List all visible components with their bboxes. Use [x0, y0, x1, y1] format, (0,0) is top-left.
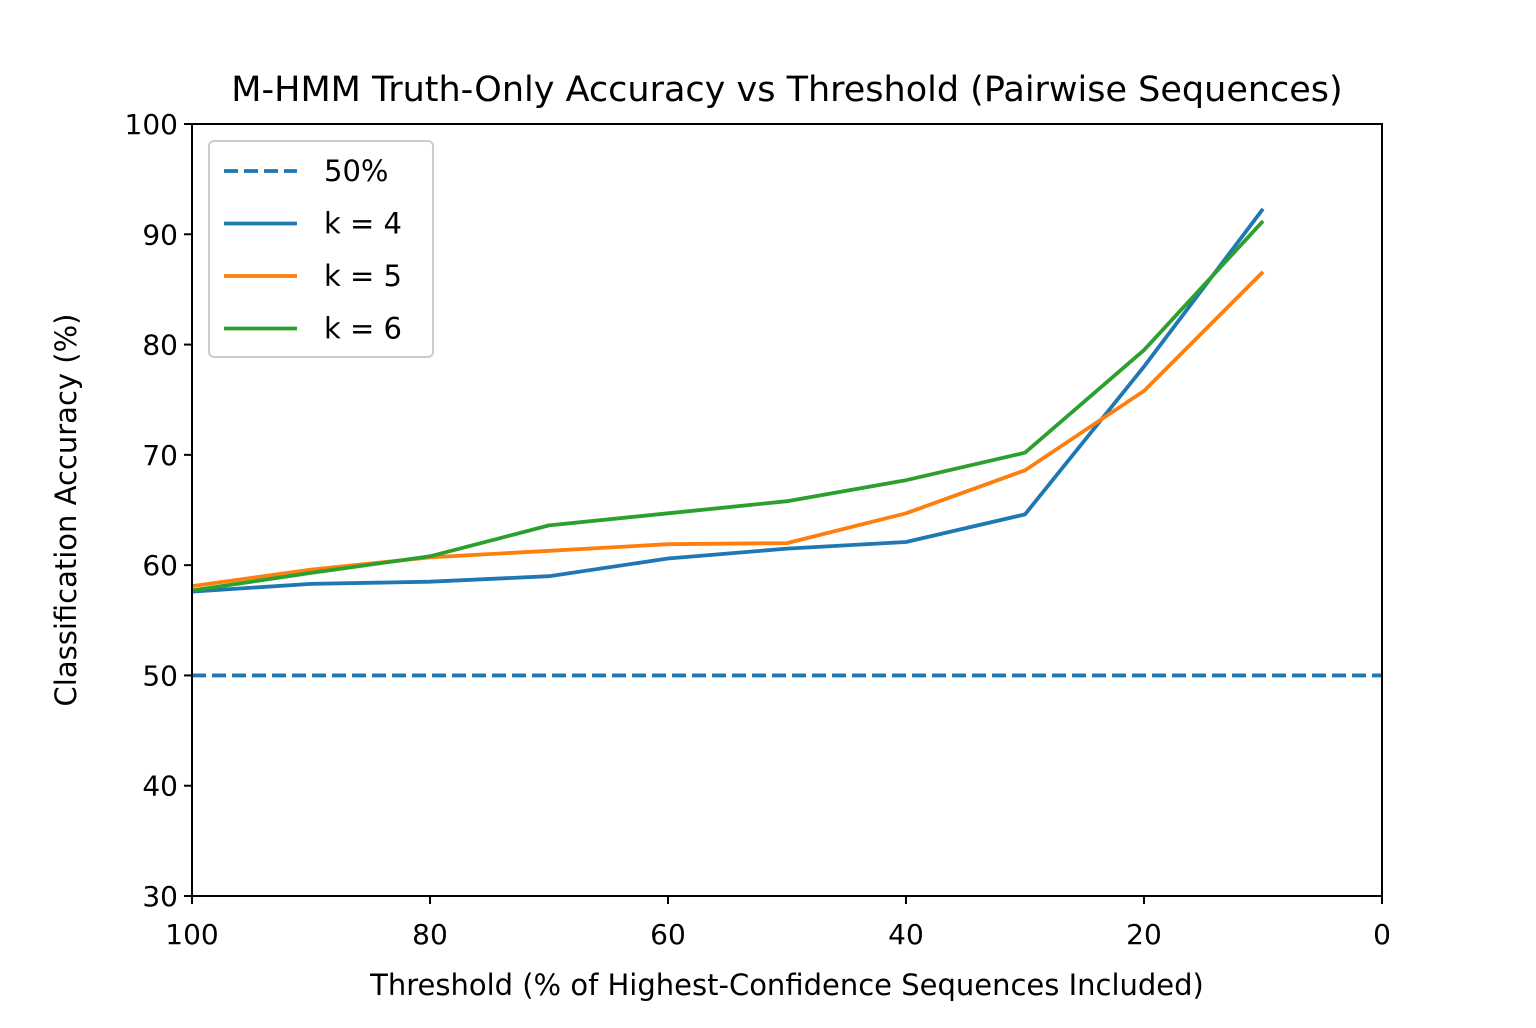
y-tick-label: 100 — [125, 108, 178, 141]
legend-label: k = 5 — [324, 259, 402, 293]
chart-title: M-HMM Truth-Only Accuracy vs Threshold (… — [231, 70, 1342, 110]
x-tick-label: 20 — [1126, 918, 1162, 951]
y-tick-label: 90 — [142, 218, 178, 251]
series-line-k6 — [191, 219, 1265, 593]
x-tick-label: 0 — [1373, 918, 1391, 951]
plot-area — [191, 207, 1382, 678]
y-tick-label: 70 — [142, 439, 178, 472]
plot-frame — [191, 123, 1383, 897]
y-tick-label: 30 — [142, 880, 178, 913]
legend-label: k = 4 — [324, 207, 402, 241]
y-axis-label: Classification Accuracy (%) — [49, 314, 83, 707]
y-tick-label: 60 — [142, 549, 178, 582]
axes: 100 80 60 40 20 0 30 40 50 60 70 80 90 100 — [125, 108, 1391, 951]
legend-label: 50% — [324, 154, 388, 188]
legend-label: k = 6 — [324, 312, 402, 346]
y-tick-label: 40 — [142, 770, 178, 803]
y-tick-label: 50 — [142, 659, 178, 692]
legend-box — [208, 140, 434, 358]
x-tick-label: 80 — [412, 918, 448, 951]
x-tick-label: 40 — [888, 918, 924, 951]
x-tick-label: 60 — [650, 918, 686, 951]
y-tick-label: 80 — [142, 329, 178, 362]
series-line-k4 — [191, 207, 1265, 594]
x-axis-label: Threshold (% of Highest-Confidence Seque… — [369, 968, 1204, 1002]
legend: 50% k = 4 k = 5 k = 6 — [208, 140, 434, 358]
x-tick-label: 100 — [165, 918, 218, 951]
